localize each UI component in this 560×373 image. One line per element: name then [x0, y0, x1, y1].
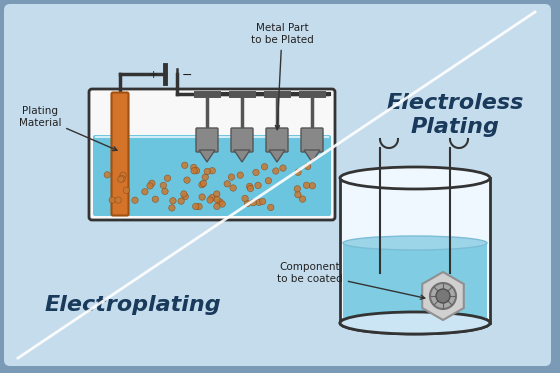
- Circle shape: [430, 283, 456, 309]
- Polygon shape: [234, 150, 250, 162]
- Circle shape: [309, 182, 316, 189]
- Circle shape: [160, 182, 166, 189]
- Circle shape: [280, 165, 286, 171]
- Circle shape: [304, 182, 310, 188]
- FancyBboxPatch shape: [111, 93, 128, 216]
- Circle shape: [214, 203, 220, 210]
- Text: Plating
Material: Plating Material: [18, 106, 117, 151]
- Circle shape: [118, 176, 124, 182]
- FancyBboxPatch shape: [196, 128, 218, 152]
- Circle shape: [104, 172, 110, 178]
- Circle shape: [196, 203, 202, 210]
- Circle shape: [109, 197, 115, 203]
- Circle shape: [200, 180, 207, 187]
- Circle shape: [246, 183, 253, 189]
- Circle shape: [214, 196, 220, 203]
- Ellipse shape: [340, 312, 490, 334]
- Circle shape: [219, 201, 225, 207]
- Circle shape: [199, 194, 206, 200]
- Circle shape: [209, 194, 215, 201]
- Circle shape: [181, 162, 188, 169]
- Polygon shape: [269, 150, 285, 162]
- Circle shape: [142, 188, 148, 195]
- Circle shape: [268, 204, 274, 211]
- Text: Electroplating: Electroplating: [45, 295, 222, 315]
- FancyBboxPatch shape: [266, 128, 288, 152]
- Circle shape: [148, 180, 155, 186]
- Circle shape: [132, 197, 138, 203]
- Circle shape: [224, 181, 231, 187]
- Circle shape: [305, 163, 311, 170]
- Circle shape: [152, 196, 158, 203]
- Circle shape: [120, 172, 126, 179]
- Circle shape: [228, 174, 235, 180]
- Ellipse shape: [344, 314, 486, 332]
- Circle shape: [170, 198, 176, 204]
- Circle shape: [255, 182, 262, 189]
- Circle shape: [178, 198, 184, 204]
- Ellipse shape: [340, 312, 490, 334]
- Circle shape: [247, 185, 254, 192]
- Circle shape: [202, 174, 208, 181]
- Polygon shape: [422, 272, 464, 320]
- Circle shape: [273, 168, 279, 174]
- Circle shape: [169, 205, 175, 211]
- FancyBboxPatch shape: [231, 128, 253, 152]
- Circle shape: [265, 178, 272, 184]
- Circle shape: [256, 199, 262, 206]
- Circle shape: [242, 195, 248, 202]
- Circle shape: [164, 175, 171, 181]
- Circle shape: [162, 188, 168, 195]
- Circle shape: [217, 199, 223, 205]
- Circle shape: [115, 197, 122, 203]
- FancyBboxPatch shape: [89, 89, 335, 220]
- Circle shape: [209, 167, 216, 174]
- Text: Component
to be coated: Component to be coated: [277, 262, 425, 299]
- Bar: [343, 243, 487, 320]
- Circle shape: [213, 191, 220, 197]
- Text: Metal Part
to be Plated: Metal Part to be Plated: [251, 23, 314, 130]
- Bar: [340, 178, 490, 323]
- Text: −: −: [182, 69, 192, 81]
- Text: Electroless
Plating: Electroless Plating: [386, 93, 524, 137]
- Circle shape: [182, 193, 188, 200]
- Circle shape: [193, 167, 200, 174]
- Circle shape: [244, 200, 251, 207]
- Polygon shape: [304, 150, 320, 162]
- Circle shape: [294, 186, 301, 192]
- Circle shape: [207, 197, 213, 203]
- FancyBboxPatch shape: [4, 4, 551, 366]
- Circle shape: [181, 191, 187, 197]
- Circle shape: [184, 177, 190, 183]
- Circle shape: [295, 169, 301, 175]
- Circle shape: [193, 203, 199, 210]
- Circle shape: [259, 198, 266, 205]
- Circle shape: [436, 289, 450, 303]
- Circle shape: [300, 196, 306, 202]
- Ellipse shape: [343, 236, 487, 250]
- FancyBboxPatch shape: [93, 135, 331, 216]
- Circle shape: [237, 172, 244, 178]
- Circle shape: [191, 167, 197, 174]
- Ellipse shape: [340, 167, 490, 189]
- Circle shape: [262, 164, 268, 170]
- Circle shape: [190, 164, 197, 170]
- Circle shape: [250, 200, 256, 206]
- FancyBboxPatch shape: [301, 128, 323, 152]
- Circle shape: [230, 185, 236, 191]
- Circle shape: [295, 191, 301, 198]
- Circle shape: [199, 182, 205, 188]
- Circle shape: [147, 183, 153, 189]
- Circle shape: [123, 187, 129, 194]
- Polygon shape: [199, 150, 215, 162]
- Circle shape: [119, 175, 125, 182]
- Circle shape: [253, 169, 259, 176]
- Circle shape: [204, 168, 211, 175]
- Text: +: +: [148, 70, 158, 80]
